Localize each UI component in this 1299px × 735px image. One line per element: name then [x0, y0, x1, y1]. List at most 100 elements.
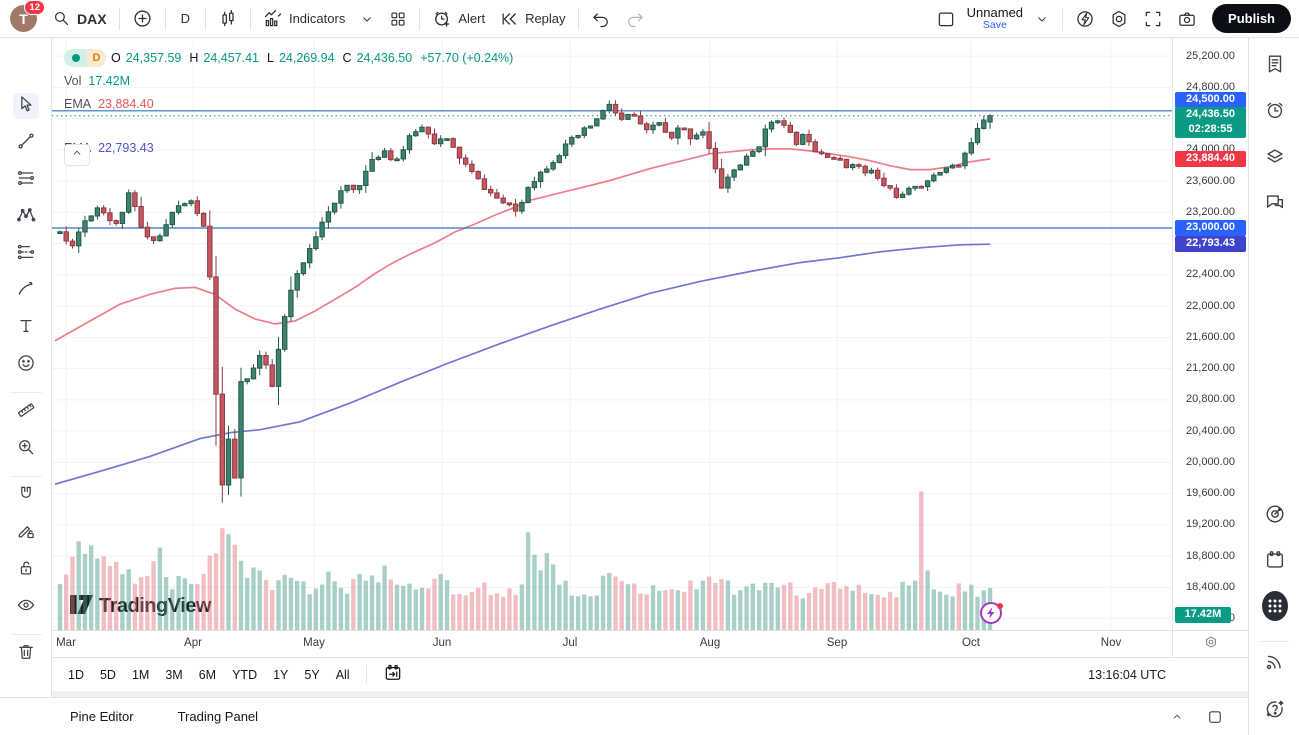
symbol-name: DAX: [77, 10, 107, 27]
alert-button[interactable]: Alert: [425, 4, 492, 34]
ruler-tool[interactable]: [13, 399, 39, 425]
replay-label: Replay: [525, 11, 566, 26]
axis-settings-corner[interactable]: [1172, 630, 1248, 657]
watchlist-button[interactable]: [1262, 53, 1288, 79]
tab-pine-editor[interactable]: Pine Editor: [70, 709, 134, 724]
apps-grid-button[interactable]: [1262, 591, 1288, 621]
candlestick-chart[interactable]: TradingView: [52, 38, 1172, 630]
range-3m-button[interactable]: 3M: [165, 667, 183, 682]
chart-area[interactable]: TradingView D O 24,357.59 H 24,457.41 L …: [52, 38, 1172, 630]
zoom-in-tool[interactable]: [13, 436, 39, 462]
object-tree-button[interactable]: [1262, 145, 1288, 171]
volume-label: Vol: [64, 74, 82, 88]
layout-button[interactable]: [929, 4, 963, 34]
legend-ema-fast-row[interactable]: EMA 23,884.40: [64, 94, 516, 114]
range-1m-button[interactable]: 1M: [131, 667, 150, 682]
range-5y-button[interactable]: 5Y: [304, 667, 320, 682]
price-tick: 20,000.00: [1186, 455, 1235, 468]
pattern-tool[interactable]: [13, 204, 39, 230]
range-1d-button[interactable]: 1D: [68, 667, 84, 682]
ema-fast-price-badge: 23,884.40: [1175, 150, 1246, 167]
market-events-button[interactable]: [978, 599, 1006, 627]
user-avatar[interactable]: T 12: [10, 0, 45, 32]
text-tool[interactable]: [13, 315, 39, 341]
remove-all-tool[interactable]: [13, 641, 39, 667]
undo-button[interactable]: [584, 4, 618, 34]
redo-icon: [625, 9, 645, 29]
help-button[interactable]: [1262, 698, 1288, 724]
magnet-tool[interactable]: [13, 483, 39, 509]
replay-icon: [499, 9, 519, 29]
layout-name-button[interactable]: Unnamed Save: [963, 5, 1027, 32]
compare-button[interactable]: [125, 4, 160, 34]
range-6m-button[interactable]: 6M: [198, 667, 217, 682]
help-icon: [1264, 698, 1286, 725]
range-5d-button[interactable]: 5D: [99, 667, 116, 682]
drawing-mode-tool[interactable]: [13, 520, 39, 546]
chart-settings-button[interactable]: [1102, 4, 1136, 34]
screener-button[interactable]: [1262, 503, 1288, 529]
save-link[interactable]: Save: [982, 18, 1007, 31]
lock-all-tool[interactable]: [13, 557, 39, 583]
chart-style-button[interactable]: [211, 4, 245, 34]
symbol-search-button[interactable]: DAX: [45, 4, 114, 34]
magnet-icon: [16, 484, 36, 509]
panel-chevron-up-button[interactable]: [1170, 710, 1184, 724]
alerts-button[interactable]: [1262, 99, 1288, 125]
range-all-button[interactable]: All: [335, 667, 350, 682]
replay-button[interactable]: Replay: [492, 4, 572, 34]
chat-button[interactable]: [1262, 191, 1288, 217]
legend-collapse-button[interactable]: [64, 144, 90, 166]
tradingview-watermark: TradingView: [70, 595, 212, 617]
toolbar-right: Unnamed Save Publish: [929, 0, 1291, 37]
time-axis[interactable]: Mar Apr May Jun Jul Aug Sep Oct Nov: [52, 630, 1172, 657]
price-tick: 19,600.00: [1186, 487, 1235, 500]
indicators-dropdown-arrow[interactable]: [352, 4, 382, 34]
alert-line-price-badge[interactable]: 24,500.00: [1175, 91, 1246, 108]
chevron-down-icon: [1034, 11, 1050, 27]
calendar-icon: [1264, 549, 1286, 576]
month-label-aug: Aug: [699, 637, 721, 649]
hide-all-tool[interactable]: [13, 594, 39, 620]
legend-main-row[interactable]: D O 24,357.59 H 24,457.41 L 24,269.94 C …: [64, 48, 516, 68]
clock-utc[interactable]: 13:16:04 UTC: [1088, 667, 1166, 682]
horizontal-line-price-badge[interactable]: 23,000.00: [1175, 220, 1246, 236]
tab-trading-panel[interactable]: Trading Panel: [177, 709, 259, 724]
divider: [164, 7, 166, 30]
indicator-templates-button[interactable]: [382, 4, 414, 34]
range-1y-button[interactable]: 1Y: [273, 667, 289, 682]
publish-button[interactable]: Publish: [1212, 4, 1291, 33]
divider: [577, 7, 579, 30]
interval-button[interactable]: D: [180, 11, 190, 26]
month-label-apr: Apr: [184, 637, 202, 649]
indicators-button[interactable]: Indicators: [256, 4, 352, 34]
cursor-tool[interactable]: [13, 93, 39, 119]
streams-button[interactable]: [1262, 650, 1288, 676]
eye-icon: [16, 595, 36, 620]
redo-button[interactable]: [618, 4, 652, 34]
brush-tool[interactable]: [13, 278, 39, 304]
divider: [1259, 641, 1289, 642]
layout-dropdown-arrow[interactable]: [1027, 4, 1057, 34]
chart-legend: D O 24,357.59 H 24,457.41 L 24,269.94 C …: [64, 48, 516, 161]
fullscreen-button[interactable]: [1136, 4, 1170, 34]
trend-line-tool[interactable]: [13, 130, 39, 156]
month-label-nov: Nov: [1100, 637, 1122, 649]
calendar-button[interactable]: [1262, 549, 1288, 575]
month-label-jul: Jul: [562, 637, 578, 649]
go-to-date-button[interactable]: [375, 659, 411, 690]
range-ytd-button[interactable]: YTD: [232, 667, 258, 682]
pencillock-icon: [16, 521, 36, 546]
indicators-label: Indicators: [288, 11, 346, 26]
legend-ema-slow-row[interactable]: EMA 22,793.43: [64, 138, 516, 158]
price-axis[interactable]: 25,200.0024,800.0024,400.0024,000.0023,6…: [1172, 38, 1248, 630]
panel-maximize-button[interactable]: [1206, 708, 1224, 726]
emoji-tool[interactable]: [13, 352, 39, 378]
quick-search-button[interactable]: [1068, 4, 1102, 34]
cursor-icon: [16, 94, 36, 119]
snapshot-button[interactable]: [1170, 4, 1204, 34]
fib-retracement-tool[interactable]: [13, 167, 39, 193]
legend-volume-row[interactable]: Vol 17.42M: [64, 71, 516, 91]
projection-tool[interactable]: [13, 241, 39, 267]
symbol-status-pill[interactable]: D: [64, 49, 106, 67]
